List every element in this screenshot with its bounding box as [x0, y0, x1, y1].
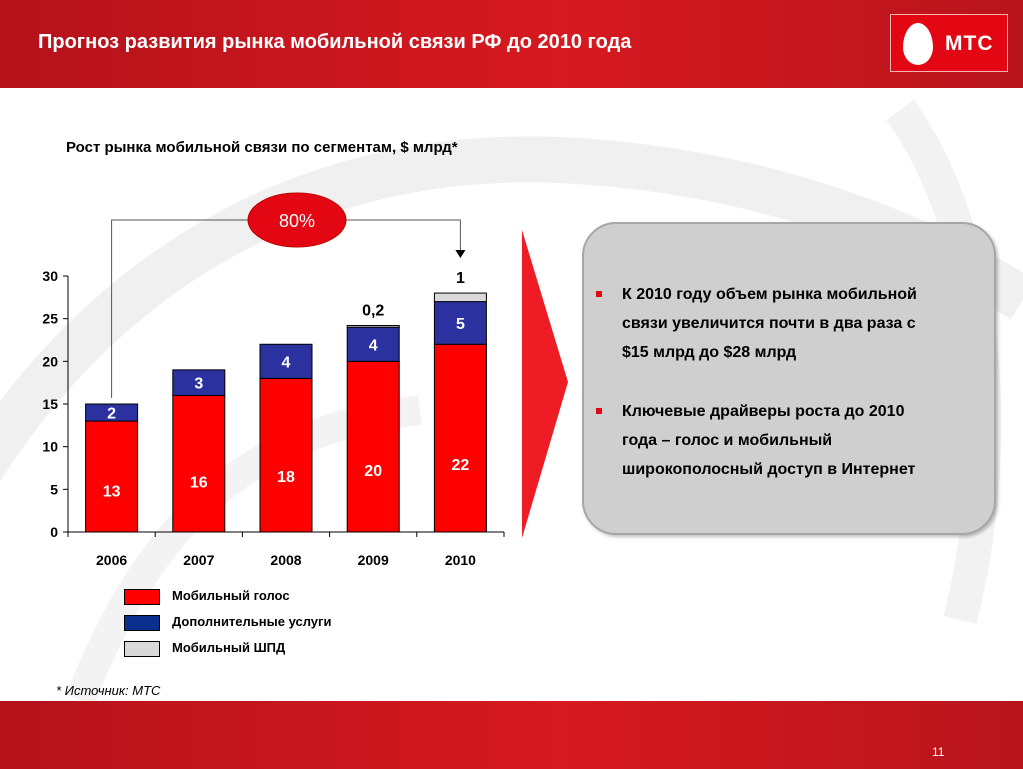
bar-segment-voice [172, 394, 226, 533]
bullet-marker [596, 408, 602, 414]
red-arrow-shape [522, 230, 568, 538]
callout-bullet-1-line-3: $15 млрд до $28 млрд [622, 344, 797, 361]
bar-segment-extra [172, 369, 226, 396]
mts-logo: МТС [890, 14, 1008, 72]
page-number: 11 [932, 745, 945, 759]
legend-label-extra: Дополнительные услуги [172, 614, 332, 629]
data-label: 18 [277, 469, 295, 486]
legend-swatch-extra [124, 615, 160, 631]
growth-bubble [247, 192, 347, 248]
data-label: 16 [190, 475, 208, 492]
data-label: 20 [364, 463, 382, 480]
data-label: 22 [452, 457, 470, 474]
egg-logo-icon [903, 23, 933, 65]
y-tick-label: 10 [42, 439, 58, 455]
data-label: 3 [194, 376, 203, 393]
bar-segment-voice [85, 420, 139, 533]
legend-label-broadband: Мобильный ШПД [172, 640, 286, 655]
bar-segment-extra [433, 301, 487, 345]
growth-bubble-label: 80% [279, 211, 315, 231]
bar-segment-broadband [346, 324, 400, 328]
x-tick-label: 2007 [183, 552, 214, 568]
y-tick-label: 0 [50, 524, 58, 540]
x-tick-label: 2009 [358, 552, 389, 568]
data-label: 13 [103, 483, 121, 500]
callout-bullet-2: Ключевые драйверы роста до 2010 года – г… [596, 397, 992, 484]
bar-segment-extra [85, 403, 139, 422]
bar-segment-extra [346, 326, 400, 362]
legend-label-voice: Мобильный голос [172, 588, 290, 603]
callout-bullet-1-line-1: К 2010 году объем рынка мобильной [622, 286, 917, 303]
data-label: 2 [107, 406, 116, 423]
data-label: 5 [456, 316, 465, 333]
callout-bullet-2-line-3: широкополосный доступ в Интернет [622, 461, 916, 478]
callout-bullet-2-line-1: Ключевые драйверы роста до 2010 [622, 403, 905, 420]
callout-box: К 2010 году объем рынка мобильной связи … [582, 222, 996, 535]
bullet-marker [596, 291, 602, 297]
x-tick-label: 2006 [96, 552, 127, 568]
footer-bar [0, 701, 1023, 769]
legend-swatch-broadband [124, 641, 160, 657]
bar-segment-voice [433, 343, 487, 533]
x-tick-label: 2010 [445, 552, 476, 568]
source-footnote: * Источник: МТС [56, 683, 161, 698]
y-tick-label: 5 [50, 481, 58, 497]
header-bar: Прогноз развития рынка мобильной связи Р… [0, 0, 1023, 88]
y-tick-label: 25 [42, 311, 58, 327]
data-label: 4 [282, 354, 291, 371]
y-tick-label: 30 [42, 268, 58, 284]
bar-segment-broadband [433, 292, 487, 303]
legend-swatch-voice [124, 589, 160, 605]
data-label: 1 [456, 270, 465, 287]
callout-bullet-1: К 2010 году объем рынка мобильной связи … [596, 280, 992, 367]
data-label: 4 [369, 337, 378, 354]
y-tick-label: 15 [42, 396, 58, 412]
y-tick-label: 20 [42, 353, 58, 369]
x-tick-label: 2008 [270, 552, 301, 568]
callout-bullet-2-line-2: года – голос и мобильный [622, 432, 833, 449]
data-label: 0,2 [362, 302, 384, 319]
logo-text: МТС [945, 32, 994, 55]
slide-title: Прогноз развития рынка мобильной связи Р… [38, 31, 632, 53]
growth-arrowhead-icon [455, 250, 466, 258]
callout-bullet-1-line-2: связи увеличится почти в два раза с [622, 315, 916, 332]
bar-segment-extra [259, 343, 313, 379]
chart-title: Рост рынка мобильной связи по сегментам,… [66, 139, 458, 156]
